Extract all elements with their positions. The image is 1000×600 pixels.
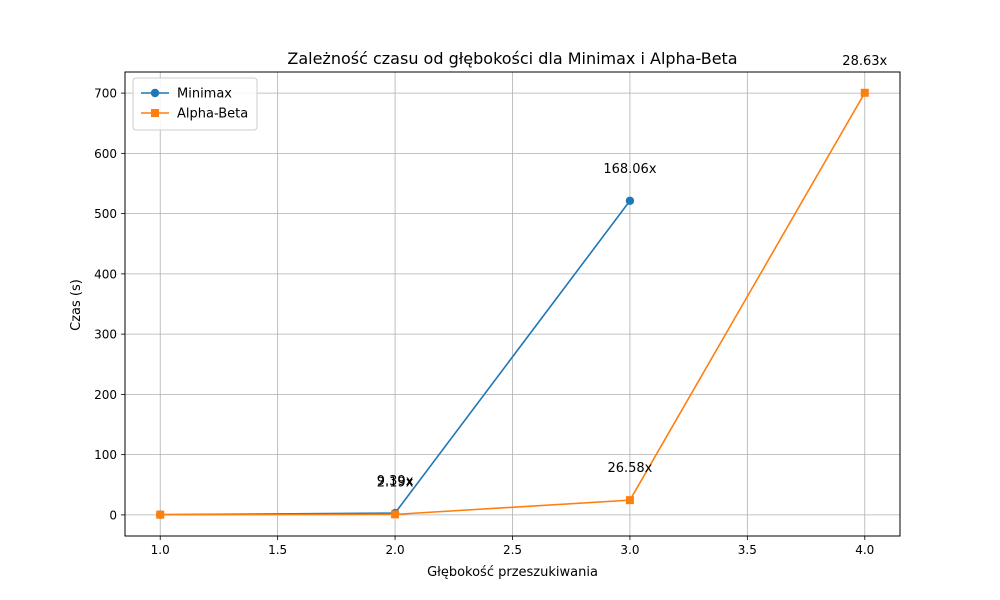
legend-marker [150, 88, 160, 98]
legend-label: Alpha-Beta [177, 107, 248, 122]
legend-label: Minimax [177, 87, 232, 102]
x-tick-label: 3.5 [738, 543, 757, 557]
data-label-minimax: 9.39x [377, 474, 414, 489]
x-axis-label: Głębokość przeszukiwania [427, 565, 598, 580]
x-tick-label: 2.0 [386, 543, 405, 557]
chart-title: Zależność czasu od głębokości dla Minima… [287, 49, 737, 68]
y-axis-label: Czas (s) [69, 279, 84, 331]
data-point-minimax [625, 196, 635, 205]
legend-entry-alpha-beta: Alpha-Beta [141, 107, 248, 122]
x-tick-label: 4.0 [855, 543, 874, 557]
y-tick-label: 600 [94, 147, 117, 161]
x-tick-label: 1.5 [268, 543, 287, 557]
data-point-alpha-beta [860, 88, 869, 97]
y-tick-label: 200 [94, 388, 117, 402]
x-tick-label: 3.0 [620, 543, 639, 557]
y-tick-label: 400 [94, 267, 117, 281]
y-tick-label: 0 [109, 508, 117, 522]
plot-area: 9.39x 168.06x 2.19x 26.58x 28.63x 1.0 1.5 2.0 2… [94, 54, 901, 557]
y-tick-label: 300 [94, 328, 117, 342]
x-tick-label: 1.0 [151, 543, 170, 557]
data-point-alpha-beta [625, 496, 634, 505]
data-label-minimax: 168.06x [603, 162, 656, 177]
series-layer [156, 88, 869, 519]
data-label-alpha-beta: 2.19x [377, 475, 414, 490]
y-tick-label: 500 [94, 207, 117, 221]
annotations: 9.39x 168.06x 2.19x 26.58x 28.63x [377, 54, 888, 491]
legend: Minimax Alpha-Beta [132, 77, 258, 131]
data-point-alpha-beta [156, 510, 165, 519]
x-tick-label: 2.5 [503, 543, 522, 557]
y-tick-label: 700 [94, 87, 117, 101]
series-line-alpha-beta [160, 92, 866, 516]
y-tick-label: 100 [94, 448, 117, 462]
legend-box [132, 77, 258, 131]
legend-marker [151, 109, 159, 117]
legend-entry-minimax: Minimax [141, 87, 232, 102]
axis-ticks: 1.0 1.5 2.0 2.5 3.0 3.5 4.0 0 100 200 300 400 500 600… [94, 87, 874, 557]
data-label-alpha-beta: 26.58x [607, 461, 652, 476]
data-point-alpha-beta [391, 510, 400, 519]
series-alpha-beta [156, 88, 869, 519]
data-label-alpha-beta: 28.63x [842, 54, 887, 69]
